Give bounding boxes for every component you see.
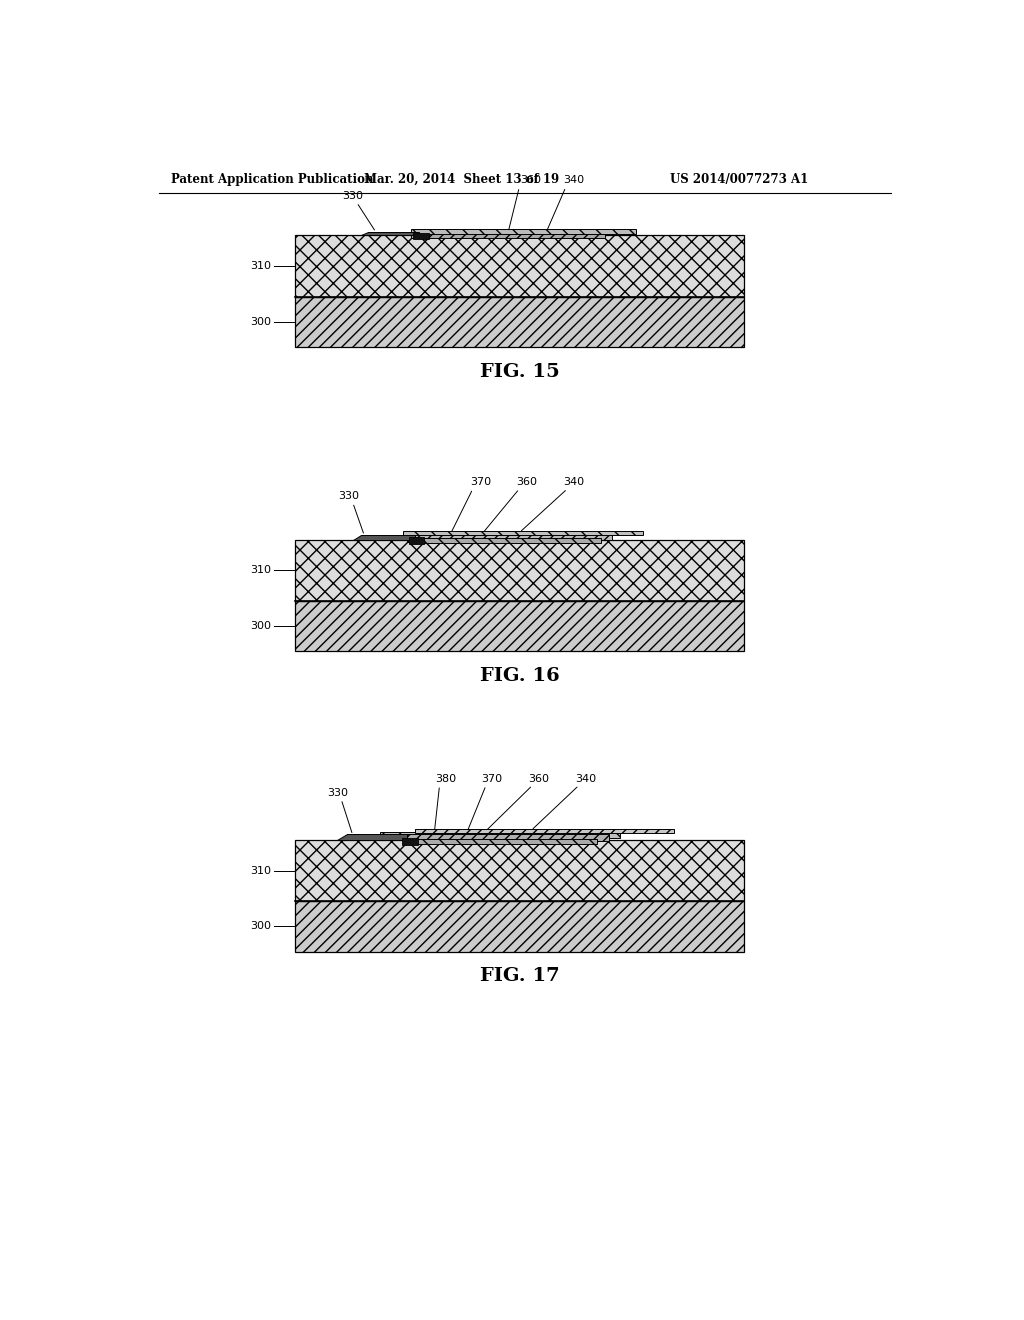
Text: FIG. 17: FIG. 17 — [479, 968, 559, 985]
Bar — [411, 234, 604, 238]
Text: 380: 380 — [435, 774, 457, 784]
Bar — [295, 840, 744, 902]
Bar — [415, 840, 597, 843]
Bar — [414, 234, 429, 239]
Text: 300: 300 — [251, 622, 271, 631]
Text: 310: 310 — [251, 261, 271, 271]
Text: 330: 330 — [327, 788, 348, 797]
Bar — [403, 834, 608, 841]
Text: 370: 370 — [470, 478, 492, 487]
Text: FIG. 16: FIG. 16 — [479, 667, 559, 685]
Bar — [403, 531, 643, 535]
Text: 360: 360 — [517, 478, 538, 487]
Bar — [409, 537, 424, 544]
Text: 360: 360 — [520, 176, 542, 185]
Text: 330: 330 — [338, 491, 359, 502]
Polygon shape — [352, 535, 415, 540]
Bar — [415, 539, 601, 543]
Bar — [403, 535, 612, 540]
Text: 330: 330 — [342, 191, 364, 201]
Text: 340: 340 — [563, 478, 584, 487]
Text: 340: 340 — [574, 774, 596, 784]
Text: 310: 310 — [251, 866, 271, 875]
Text: 370: 370 — [481, 774, 503, 784]
Text: 310: 310 — [251, 565, 271, 576]
Bar — [295, 902, 744, 952]
Text: US 2014/0077273 A1: US 2014/0077273 A1 — [671, 173, 809, 186]
Bar — [401, 838, 418, 845]
Bar — [380, 832, 621, 838]
Bar — [295, 235, 744, 297]
Bar — [415, 829, 675, 833]
Text: 340: 340 — [563, 176, 584, 185]
Text: Patent Application Publication: Patent Application Publication — [171, 173, 373, 186]
Text: FIG. 15: FIG. 15 — [479, 363, 559, 380]
Bar — [411, 230, 636, 234]
Text: 300: 300 — [251, 317, 271, 327]
Text: 300: 300 — [251, 921, 271, 932]
Polygon shape — [337, 834, 407, 840]
Bar — [295, 297, 744, 347]
Bar — [295, 601, 744, 651]
Bar — [295, 540, 744, 601]
Text: Mar. 20, 2014  Sheet 13 of 19: Mar. 20, 2014 Sheet 13 of 19 — [364, 173, 559, 186]
Polygon shape — [360, 231, 419, 235]
Text: 360: 360 — [528, 774, 549, 784]
